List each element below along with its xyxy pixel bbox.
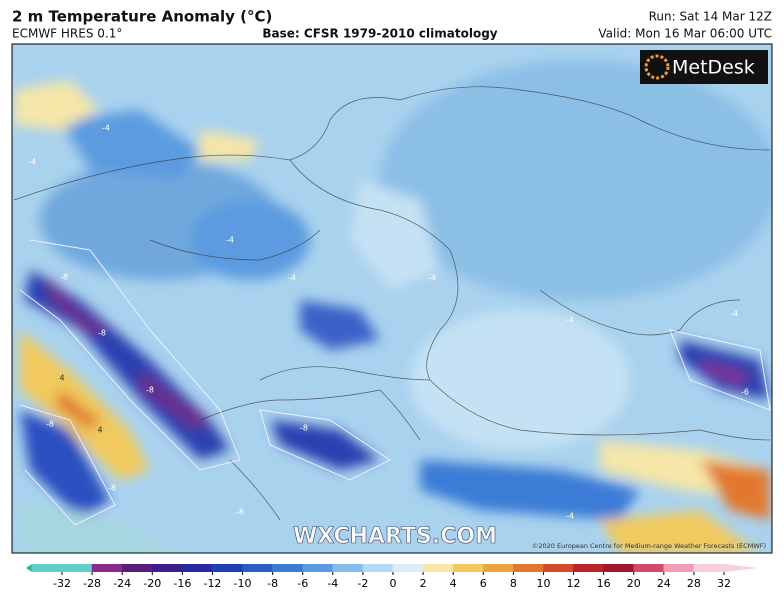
contour-label: -4 [566,316,574,325]
colorbar-tick-label: 20 [627,577,641,590]
logo: MetDesk [672,57,755,79]
colorbar-tick-label: -2 [357,577,368,590]
contour-label: -4 [288,274,296,283]
colorbar-tick-label: -24 [113,577,131,590]
colorbar-tick-label: -6 [297,577,308,590]
colorbar-segment [121,564,153,572]
contour-label: -4 [102,124,110,133]
contour-label: -4 [428,274,436,283]
colorbar-tick-label: -10 [234,577,252,590]
colorbar-tick-label: -12 [203,577,221,590]
model: ECMWF HRES 0.1° [12,27,122,41]
colorbar-segment [392,564,424,572]
colorbar-end [724,564,758,572]
contour-label: -4 [730,310,738,319]
contour-label: -6 [741,388,749,397]
copyright: ©2020 European Centre for Medium-range W… [532,542,766,550]
colorbar-segment [663,564,695,572]
colorbar-segment [603,564,635,572]
contour-label: -8 [236,508,244,517]
base: Base: CFSR 1979-2010 climatology [262,27,497,41]
colorbar-tick-label: 24 [657,577,671,590]
colorbar-segment [302,564,334,572]
map-frame [11,43,773,554]
colorbar-segment [31,564,62,572]
watermark: WXCHARTS.COM [293,524,497,549]
colorbar-tick-label: 16 [597,577,611,590]
colorbar-segment [242,564,273,572]
colorbar-segment [633,564,665,572]
contour-label: -8 [46,420,54,429]
colorbar-segment [91,564,123,572]
title: 2 m Temperature Anomaly (°C) [12,8,272,26]
colorbar-tick-label: -28 [83,577,101,590]
contour-label: 4 [59,374,64,383]
colorbar-tick-label: 8 [510,577,517,590]
colorbar-segment [543,564,574,572]
map: -4 -4 -4 -8 -8 -8 -8 -8 -6 -4 -4 -4 -4 4… [11,43,773,554]
colorbar-segment [422,564,454,572]
colorbar-segment [151,564,183,572]
colorbar-segment [573,564,604,572]
contour-label: -8 [98,329,106,338]
colorbar-segment [693,564,725,572]
contour-label: -8 [108,484,116,493]
colorbar-tick-label: -20 [143,577,161,590]
contours [19,239,771,526]
colorbar-tick-label: 6 [480,577,487,590]
valid: Valid: Mon 16 Mar 06:00 UTC [598,27,772,41]
colorbar-segment [513,564,544,572]
colorbar-tick-label: 2 [420,577,427,590]
colorbar-segment [362,564,394,572]
colorbar-segment [482,564,514,572]
colorbar-tick-label: 28 [687,577,701,590]
colorbar-tick-label: -32 [53,577,71,590]
contour-label: -4 [226,236,234,245]
colorbar-tick-label: -8 [267,577,278,590]
colorbar-tick-label: 32 [717,577,731,590]
colorbar-segment [272,564,304,572]
colorbar-segment [61,564,93,572]
colorbar-segment [452,564,484,572]
colorbar-tick-label: 12 [567,577,581,590]
colorbar-segment [182,564,213,572]
colorbar-segment [212,564,243,572]
contour-label: -4 [28,158,36,167]
contour-label: -4 [566,512,574,521]
contour-label: -8 [300,424,308,433]
logo-icon [644,54,670,80]
borders [13,86,771,521]
colorbar-tick-label: 0 [390,577,397,590]
contour-label: -8 [146,386,154,395]
anomaly-field [14,60,772,553]
colorbar-tick-label: -16 [173,577,191,590]
colorbar-tick-label: -4 [327,577,338,590]
colorbar-tick-label: 10 [536,577,550,590]
colorbar-tick-label: 4 [450,577,457,590]
contour-label: 4 [97,426,102,435]
colorbar-end [26,564,32,572]
colorbar: -32 -28 -24 -20 -16 -12 -10 -8 -6 -4 -2 0 2 4 6 8 10 12 16… [26,564,758,590]
run: Run: Sat 14 Mar 12Z [649,10,772,24]
contour-label: -8 [60,273,68,282]
colorbar-segment [332,564,364,572]
